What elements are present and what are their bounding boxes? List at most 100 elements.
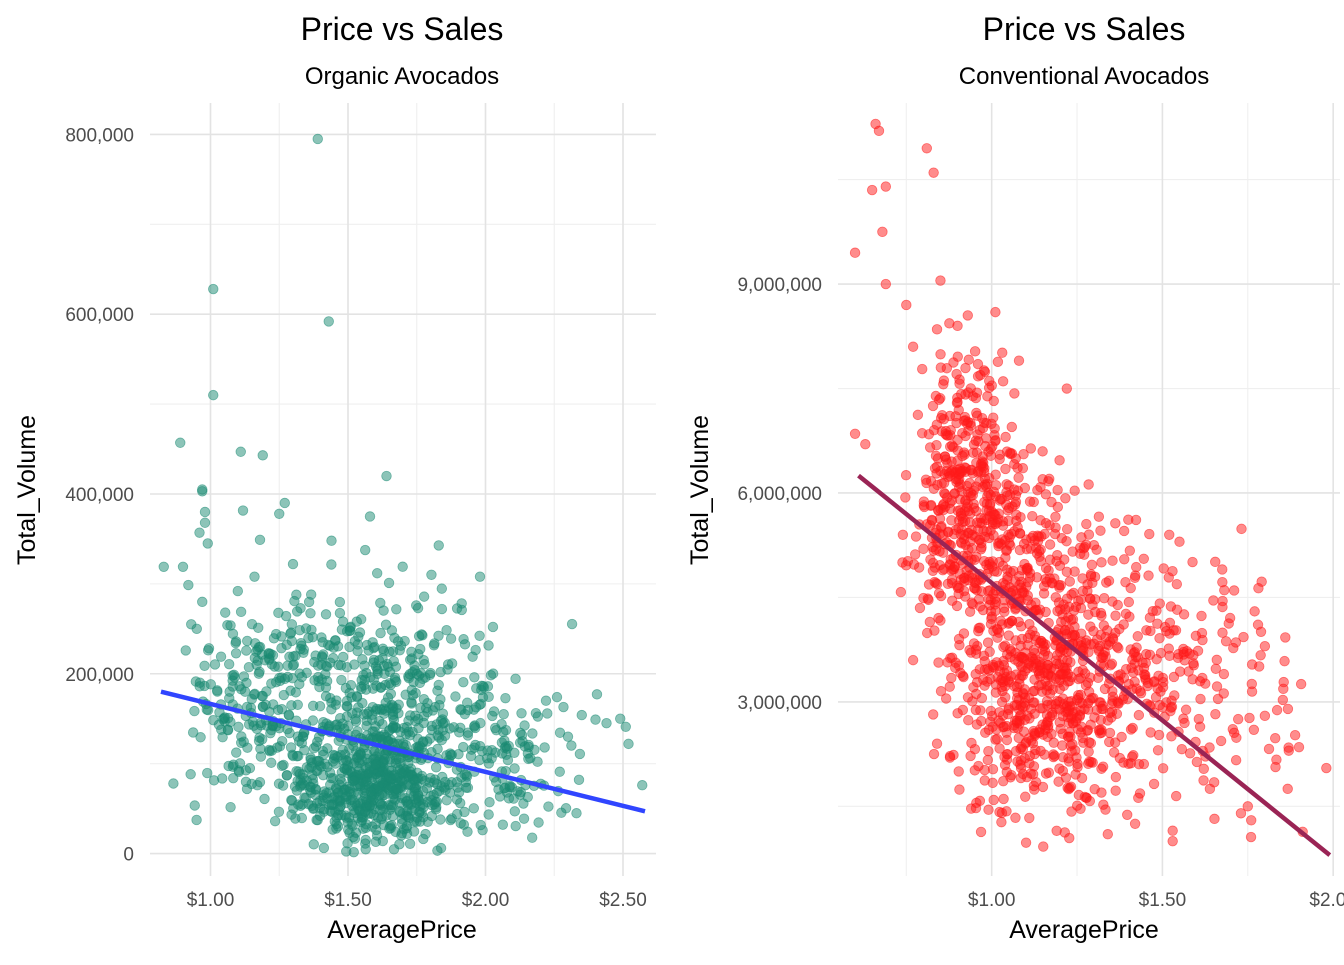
conventional-panel: Price vs Sales Conventional Avocados $1.… xyxy=(686,11,1344,944)
conventional-data-point xyxy=(994,453,1005,465)
conventional-data-point xyxy=(1038,841,1049,852)
conventional-data-point xyxy=(1143,570,1154,581)
organic-data-point xyxy=(180,645,191,656)
organic-data-point xyxy=(425,667,436,679)
organic-data-point xyxy=(361,794,372,805)
conventional-data-point xyxy=(1178,713,1189,724)
organic-data-point xyxy=(323,316,334,327)
conventional-data-point xyxy=(1013,355,1025,366)
conventional-data-point xyxy=(1176,743,1188,755)
conventional-data-point xyxy=(1051,695,1063,707)
organic-data-point xyxy=(175,437,186,448)
conventional-data-point xyxy=(1096,763,1107,774)
conventional-data-point xyxy=(1124,545,1136,556)
organic-data-point xyxy=(526,832,538,843)
conventional-data-point xyxy=(925,500,936,511)
organic-data-point xyxy=(234,681,245,692)
organic-data-point xyxy=(349,797,361,809)
organic-data-point xyxy=(254,534,266,546)
conventional-data-point xyxy=(942,527,954,538)
organic-data-point xyxy=(419,659,430,670)
conventional-data-point xyxy=(913,562,925,573)
organic-data-point xyxy=(260,699,271,711)
organic-data-point xyxy=(487,621,499,633)
organic-data-point xyxy=(395,726,406,737)
conventional-data-point xyxy=(1282,703,1294,715)
organic-data-point xyxy=(217,713,229,725)
organic-data-point xyxy=(361,639,373,651)
conventional-data-point xyxy=(1129,818,1141,829)
organic-data-point xyxy=(274,508,285,519)
organic-data-point xyxy=(326,559,337,570)
organic-data-point xyxy=(523,741,534,753)
organic-data-point xyxy=(459,639,471,650)
conventional-data-point xyxy=(927,709,939,720)
organic-data-point xyxy=(291,765,302,777)
conventional-data-point xyxy=(1004,581,1015,593)
organic-data-point xyxy=(533,817,544,828)
conventional-data-point xyxy=(927,400,939,412)
conventional-data-point xyxy=(1167,825,1178,836)
conventional-data-point xyxy=(973,625,984,637)
conventional-data-point xyxy=(952,505,964,517)
conventional-data-point xyxy=(918,543,929,555)
organic-data-point xyxy=(370,758,381,770)
conventional-data-point xyxy=(1040,563,1052,574)
organic-y-axis-title: Total_Volume xyxy=(13,415,41,565)
organic-data-point xyxy=(637,780,648,791)
conventional-data-point xyxy=(1148,778,1160,790)
conventional-data-point xyxy=(1129,676,1140,688)
conventional-data-point xyxy=(1124,611,1135,622)
conventional-data-point xyxy=(1218,688,1229,699)
conventional-data-point xyxy=(866,184,878,196)
conventional-data-point xyxy=(1235,808,1247,819)
organic-data-point xyxy=(397,738,409,749)
organic-data-point xyxy=(509,747,520,758)
organic-data-point xyxy=(435,694,446,705)
conventional-data-point xyxy=(1210,556,1221,568)
conventional-data-point xyxy=(1279,655,1290,667)
organic-y-tick-label: 600,000 xyxy=(65,305,134,326)
organic-data-point xyxy=(418,591,430,602)
conventional-data-point xyxy=(907,341,919,352)
conventional-data-point xyxy=(1165,601,1177,612)
conventional-data-point xyxy=(1071,800,1083,811)
conventional-data-point xyxy=(1092,672,1104,684)
organic-data-point xyxy=(573,774,585,786)
conventional-data-point xyxy=(1096,787,1107,798)
conventional-data-point xyxy=(960,496,971,507)
conventional-data-point xyxy=(983,746,994,757)
organic-data-point xyxy=(320,609,332,620)
conventional-data-point xyxy=(1195,693,1206,705)
conventional-data-point xyxy=(1029,784,1040,795)
conventional-data-point xyxy=(1027,510,1038,522)
conventional-data-point xyxy=(1099,592,1110,604)
conventional-data-point xyxy=(1100,804,1111,815)
conventional-data-point xyxy=(1083,758,1094,770)
organic-data-point xyxy=(337,651,349,663)
conventional-data-point xyxy=(860,439,871,450)
conventional-data-point xyxy=(927,565,939,576)
conventional-data-point xyxy=(938,375,950,386)
conventional-data-point xyxy=(1165,702,1177,713)
organic-data-point xyxy=(273,607,284,619)
organic-data-point xyxy=(249,689,260,700)
organic-data-point xyxy=(428,640,440,651)
organic-data-point xyxy=(422,706,433,718)
organic-data-point xyxy=(306,624,317,635)
organic-data-point xyxy=(241,645,252,656)
conventional-data-point xyxy=(921,143,932,154)
conventional-data-point xyxy=(1018,726,1030,737)
conventional-data-point xyxy=(967,696,978,707)
organic-data-point xyxy=(615,713,626,724)
conventional-data-point xyxy=(983,665,995,676)
conventional-data-point xyxy=(1002,571,1013,582)
conventional-data-point xyxy=(1138,758,1150,770)
conventional-points xyxy=(849,118,1332,852)
conventional-title: Price vs Sales xyxy=(983,11,1186,47)
organic-data-point xyxy=(288,651,299,662)
conventional-data-point xyxy=(949,561,961,572)
organic-data-point xyxy=(562,731,574,742)
conventional-data-point xyxy=(984,646,995,657)
conventional-data-point xyxy=(997,376,1009,387)
